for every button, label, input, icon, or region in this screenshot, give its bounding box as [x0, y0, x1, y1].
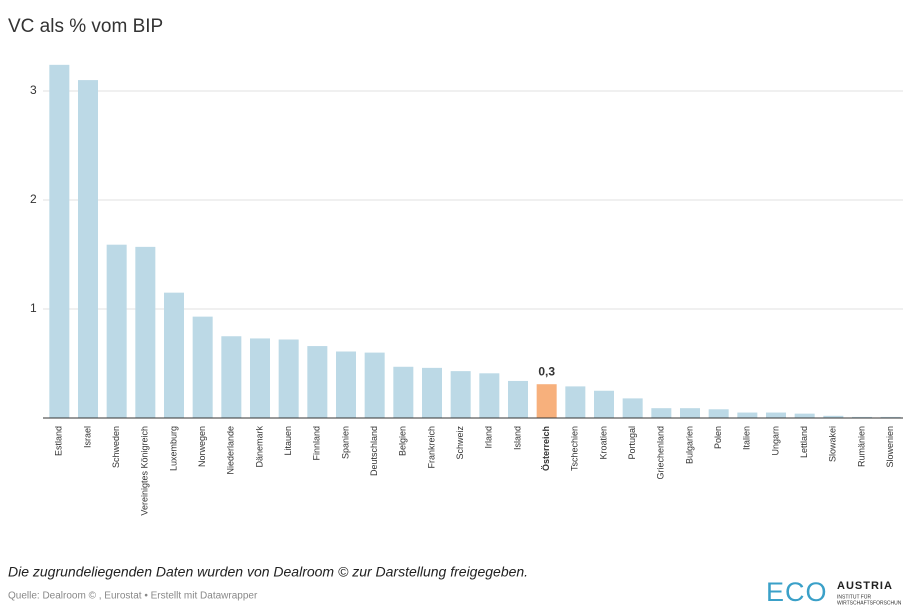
bar [307, 346, 328, 418]
chart-title: VC als % vom BIP [8, 16, 163, 37]
bar [622, 398, 643, 418]
bar [192, 316, 213, 418]
x-tick-label: Rumänien [856, 426, 866, 467]
x-tick-label: Israel [82, 426, 92, 448]
bar [680, 408, 700, 418]
logo-name: AUSTRIA [837, 580, 893, 592]
bar [794, 413, 815, 418]
bar [422, 367, 442, 418]
bar [737, 412, 758, 418]
x-tick-label: Polen [713, 426, 723, 449]
x-tick-label: Italien [742, 426, 752, 450]
bar [766, 412, 786, 418]
x-tick-label: Spanien [340, 426, 350, 459]
x-tick-label: Belgien [398, 426, 408, 456]
x-tick-label: Deutschland [369, 426, 379, 476]
x-tick-label: Bulgarien [684, 426, 694, 464]
logo-line: INSTITUT FÜR [837, 593, 871, 600]
bar [393, 366, 414, 418]
x-tick-label: Tschechien [570, 426, 580, 471]
note: Die zugrundeliegenden Daten wurden von D… [8, 564, 528, 580]
source: Quelle: Dealroom © , Eurostat • Erstellt… [8, 591, 258, 602]
bar [78, 80, 98, 418]
bar [565, 386, 586, 418]
x-tick-label: Ungarn [770, 426, 780, 456]
bar [594, 390, 614, 418]
y-tick-label: 1 [30, 301, 37, 315]
bar [250, 338, 270, 418]
bar [49, 64, 70, 418]
x-tick-label: Norwegen [197, 426, 207, 467]
bar [221, 336, 242, 418]
x-tick-label: Österreich [541, 426, 551, 471]
x-tick-label: Slowenien [885, 426, 895, 468]
y-tick-label: 3 [30, 83, 37, 97]
x-tick-label: Schweiz [455, 426, 465, 460]
x-tick-label: Irland [484, 426, 494, 449]
bar [708, 409, 729, 418]
bar [479, 373, 500, 418]
bar [278, 339, 299, 418]
x-tick-label: Portugal [627, 426, 637, 460]
bar [106, 244, 127, 418]
x-tick-label: Niederlande [226, 426, 236, 475]
bar [852, 416, 872, 418]
value-label: 0,3 [538, 364, 555, 378]
logo-mark: ECO [766, 577, 828, 607]
x-tick-label: Island [512, 426, 522, 450]
bar [164, 292, 184, 418]
x-tick-label: Litauen [283, 426, 293, 456]
bar [536, 384, 557, 418]
x-tick-label: Vereinigtes Königreich [140, 426, 150, 516]
bar [135, 246, 156, 418]
logo-line: WIRTSCHAFTSFORSCHUN [837, 600, 902, 606]
x-tick-label: Finnland [312, 426, 322, 461]
y-tick-label: 2 [30, 192, 37, 206]
bar [508, 380, 528, 418]
bar [823, 415, 844, 418]
x-tick-label: Dänemark [254, 426, 264, 468]
x-tick-label: Griechenland [656, 426, 666, 480]
bar [651, 408, 672, 418]
bar [880, 416, 901, 418]
x-tick-label: Estland [54, 426, 64, 456]
x-tick-label: Slowakei [828, 426, 838, 462]
bar [364, 352, 385, 418]
x-tick-label: Luxemburg [168, 426, 178, 471]
x-tick-label: Frankreich [426, 426, 436, 469]
x-tick-label: Schweden [111, 426, 121, 468]
bar [336, 351, 356, 418]
x-tick-label: Lettland [799, 426, 809, 458]
x-tick-label: Kroatien [598, 426, 608, 460]
bar [450, 371, 471, 418]
